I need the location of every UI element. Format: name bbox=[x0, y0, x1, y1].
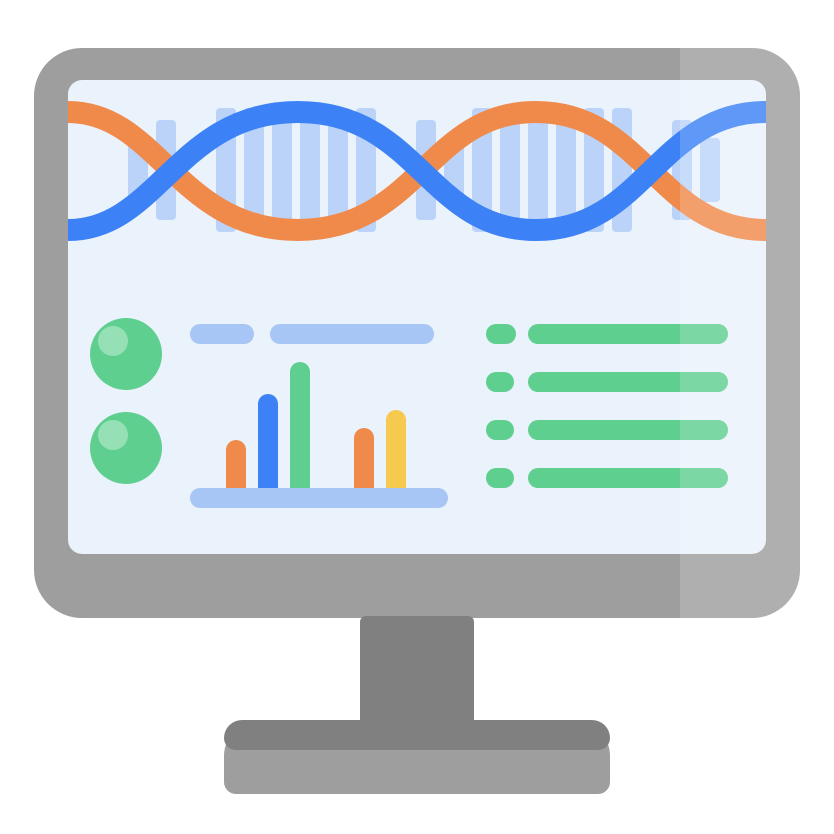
list-bullet bbox=[486, 372, 514, 392]
dna-strands-svg bbox=[68, 80, 766, 280]
list-bullet bbox=[486, 468, 514, 488]
screen bbox=[68, 80, 766, 554]
chart-bar bbox=[258, 394, 278, 488]
list-bullet bbox=[486, 420, 514, 440]
chart-bar bbox=[354, 428, 374, 488]
bioinformatics-monitor-icon bbox=[0, 0, 834, 834]
header-pill bbox=[270, 324, 434, 344]
screen-sheen bbox=[680, 48, 800, 618]
circle-highlight bbox=[98, 326, 128, 356]
indicator-circle bbox=[90, 318, 162, 390]
monitor-neck bbox=[360, 616, 474, 734]
chart-bar bbox=[226, 440, 246, 488]
chart-axis bbox=[190, 488, 448, 508]
circle-highlight bbox=[98, 420, 128, 450]
chart-bar bbox=[386, 410, 406, 488]
indicator-circle bbox=[90, 412, 162, 484]
dna-strand-blue bbox=[68, 112, 766, 230]
dna-helix bbox=[68, 80, 766, 320]
monitor-base-shadow bbox=[224, 720, 610, 750]
header-pill bbox=[190, 324, 254, 344]
header-pill bbox=[486, 324, 516, 344]
chart-bar bbox=[290, 362, 310, 488]
